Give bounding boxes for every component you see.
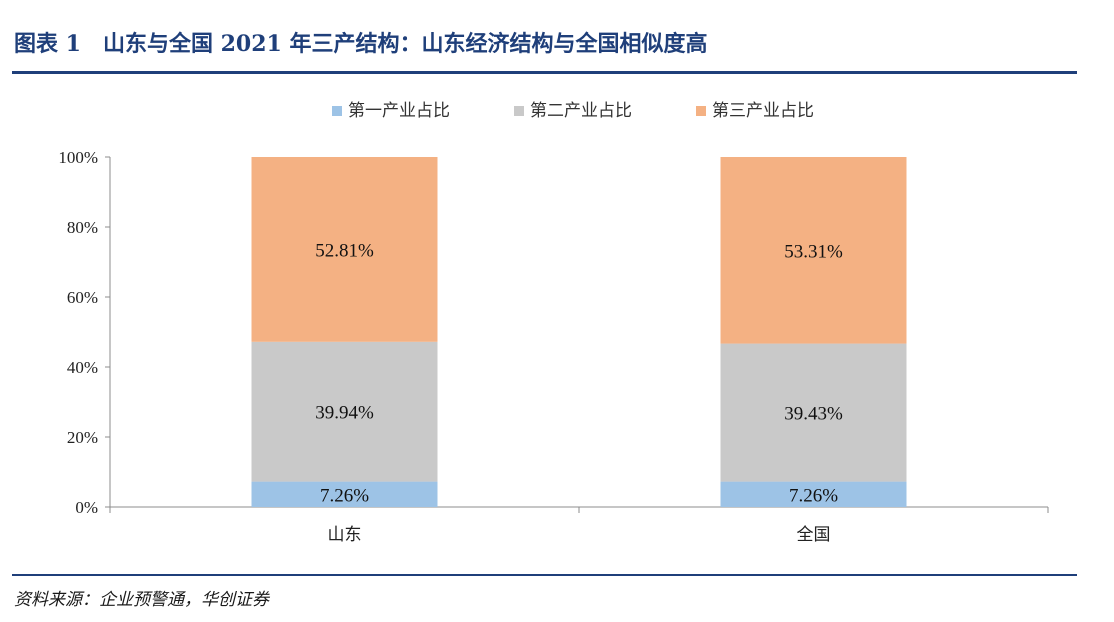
data-label: 7.26% xyxy=(320,485,369,506)
data-label: 39.94% xyxy=(315,403,374,424)
legend-item-label: 第三产业占比 xyxy=(712,101,814,121)
footer-divider xyxy=(12,574,1077,576)
bar-segment xyxy=(720,157,907,344)
y-tick-label: 100% xyxy=(58,148,98,167)
source-note: 资料来源：企业预警通，华创证券 xyxy=(14,590,269,610)
bar-segment xyxy=(251,341,438,482)
data-label: 53.31% xyxy=(784,241,843,262)
x-category-label: 全国 xyxy=(797,525,831,545)
bar-segment xyxy=(720,343,907,482)
chart-legend: 第一产业占比 第二产业占比 第三产业占比 xyxy=(332,101,814,121)
chart-bars xyxy=(251,157,907,507)
y-tick-label: 20% xyxy=(67,428,98,447)
bar-segment xyxy=(251,481,438,507)
data-label: 52.81% xyxy=(315,240,374,261)
header-divider xyxy=(12,71,1077,74)
legend-item-label: 第二产业占比 xyxy=(530,101,632,121)
bar-segment xyxy=(251,157,438,342)
data-label: 39.43% xyxy=(784,404,843,425)
legend-swatch xyxy=(514,106,524,116)
legend-item-label: 第一产业占比 xyxy=(348,101,450,121)
page-title: 图表 1 山东与全国 2021 年三产结构：山东经济结构与全国相似度高 xyxy=(14,31,708,57)
chart-data-labels: 7.26% 39.94% 52.81% 7.26% 39.43% 53.31% xyxy=(315,240,843,506)
y-tick-label: 40% xyxy=(67,358,98,377)
y-tick-label: 80% xyxy=(67,218,98,237)
data-label: 7.26% xyxy=(789,485,838,506)
legend-swatch xyxy=(332,106,342,116)
legend-swatch xyxy=(696,106,706,116)
bar-segment xyxy=(720,481,907,507)
y-tick-label: 60% xyxy=(67,288,98,307)
x-category-label: 山东 xyxy=(328,525,362,545)
y-tick-label: 0% xyxy=(75,498,98,517)
